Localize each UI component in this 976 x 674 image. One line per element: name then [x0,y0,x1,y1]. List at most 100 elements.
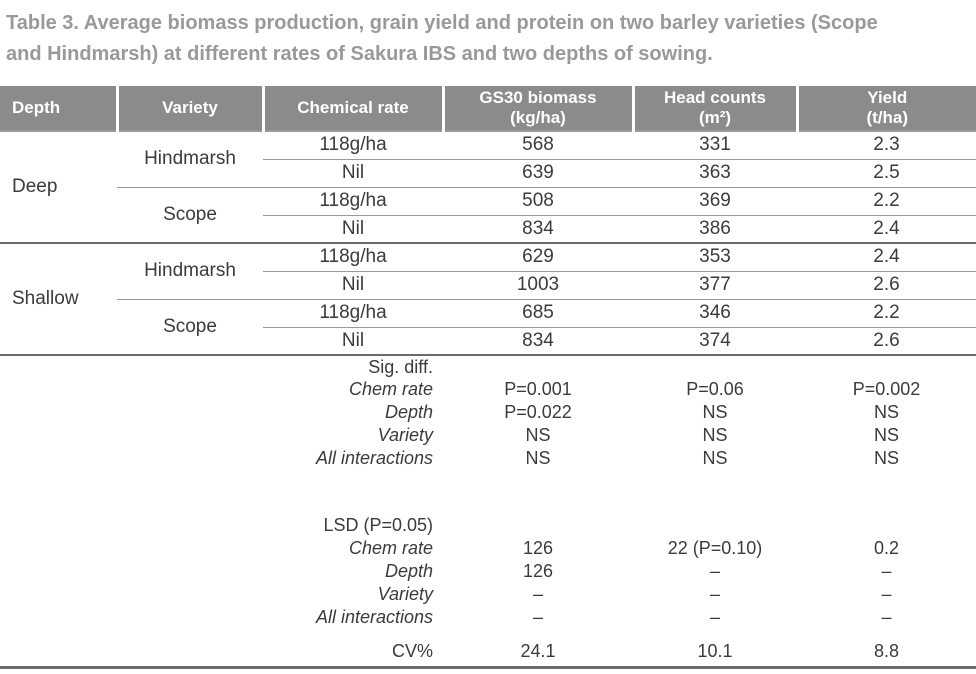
cell-biomass: 508 [443,187,633,216]
cell-yield: 2.2 [797,187,976,216]
table-row: Scope 118g/ha 685 346 2.2 [0,299,976,356]
table-row: Nil 639 363 2.5 [0,159,976,188]
stat-yield-value: – [881,607,892,627]
cell-head-counts: 353 [633,243,797,272]
cell-yield: 2.5 [797,159,976,188]
cell-head-counts: 331 [633,131,797,160]
empty-cell [797,355,976,378]
stat-yield-value: NS [873,425,899,445]
stats-row: Chem rate 126 22 (P=0.10) 0.2 [0,537,976,560]
stats-row: All interactions NS NS NS [0,447,976,470]
cell-yield: 2.6 [797,271,976,300]
col-header-variety: Variety [115,86,263,132]
cell-head-counts: 369 [633,187,797,216]
cell-biomass: 629 [443,243,633,272]
cell-biomass: 639 [443,159,633,188]
cell-yield: 2.4 [797,215,976,244]
cv-yield-value: 8.8 [873,641,900,661]
stat-biomass-value: 126 [522,538,554,558]
cell-depth: Deep [0,131,117,244]
stat-biomass-value: P=0.001 [504,379,572,399]
cell-chemical-rate: Nil [263,215,443,244]
stat-heads-value: – [709,561,720,581]
cv-biomass-value: 24.1 [520,641,556,661]
cell-variety: Scope [117,187,263,244]
spacer [0,629,976,641]
cell-chemical-rate: 118g/ha [263,131,443,160]
stats-row: Depth 126 – – [0,560,976,583]
stats-row: All interactions – – – [0,606,976,629]
stat-row-label: Chem rate [348,379,433,399]
table-caption: Table 3. Average biomass production, gra… [6,12,878,65]
cell-chemical-rate: 118g/ha [263,187,443,216]
cell-variety: Scope [117,299,263,356]
cell-biomass: 834 [443,215,633,244]
cell-biomass: 568 [443,131,633,160]
stat-biomass-value: NS [525,448,551,468]
stat-heads-value: 22 (P=0.10) [667,538,763,558]
stat-biomass-value: – [532,584,543,604]
cell-chemical-rate: 118g/ha [263,243,443,272]
stat-row-label: Depth [384,561,433,581]
cell-chemical-rate: 118g/ha [263,299,443,328]
empty-cell [633,355,797,378]
stats-row: Variety – – – [0,583,976,606]
col-header-gs30-biomass: GS30 biomass (kg/ha) [441,86,633,132]
cell-chemical-rate: Nil [263,327,443,356]
spacer-row [0,629,976,641]
stat-yield-value: P=0.002 [852,379,921,399]
barley-results-table: Depth Variety Chemical rate GS30 biomass… [0,86,976,669]
cv-heads-value: 10.1 [697,641,733,661]
cv-row: CV% 24.1 10.1 8.8 [0,641,976,668]
stats-row: Variety NS NS NS [0,424,976,447]
empty-cell [797,514,976,537]
empty-cell [443,514,633,537]
col-header-head-counts: Head counts (m²) [631,86,797,132]
col-header-yield: Yield (t/ha) [795,86,976,132]
stats-row: Chem rate P=0.001 P=0.06 P=0.002 [0,378,976,401]
table-row: Nil 1003 377 2.6 [0,271,976,300]
stat-row-label: Chem rate [348,538,433,558]
cell-biomass: 685 [443,299,633,328]
stat-yield-value: – [881,561,892,581]
stat-row-label: All interactions [315,607,433,627]
stat-heads-value: P=0.06 [686,379,744,399]
spacer-row [0,470,976,514]
table-row: Scope 118g/ha 508 369 2.2 [0,187,976,244]
cell-biomass: 834 [443,327,633,356]
stat-biomass-value: 126 [522,561,554,581]
stat-row-label: Variety [377,584,433,604]
stat-yield-value: NS [873,448,899,468]
stat-yield-value: – [881,584,892,604]
cell-yield: 2.4 [797,243,976,272]
table-row: Deep Hindmarsh 118g/ha 568 331 2.3 [0,131,976,244]
stat-heads-value: – [709,607,720,627]
stats-row: Sig. diff. [0,355,976,378]
cell-head-counts: 363 [633,159,797,188]
col-header-chemical-rate: Chemical rate [261,86,443,132]
cell-variety: Hindmarsh [117,131,263,188]
cell-biomass: 1003 [443,271,633,300]
stat-heads-value: NS [702,448,728,468]
cell-depth: Shallow [0,243,117,356]
cell-yield: 2.2 [797,299,976,328]
table-row: Shallow Hindmarsh 118g/ha 629 353 2.4 [0,243,976,356]
stat-heads-value: NS [702,402,728,422]
cell-yield: 2.6 [797,327,976,356]
empty-cell [633,514,797,537]
cell-variety: Hindmarsh [117,243,263,300]
stat-heads-value: – [709,584,720,604]
stat-row-label: All interactions [315,448,433,468]
empty-cell [443,355,633,378]
cell-head-counts: 377 [633,271,797,300]
stat-biomass-value: NS [525,425,551,445]
cell-head-counts: 346 [633,299,797,328]
cell-head-counts: 374 [633,327,797,356]
stat-yield-value: 0.2 [873,538,900,558]
cell-chemical-rate: Nil [263,271,443,300]
cell-head-counts: 386 [633,215,797,244]
cell-chemical-rate: Nil [263,159,443,188]
cv-label: CV% [391,641,433,661]
stat-row-label: Depth [384,402,433,422]
